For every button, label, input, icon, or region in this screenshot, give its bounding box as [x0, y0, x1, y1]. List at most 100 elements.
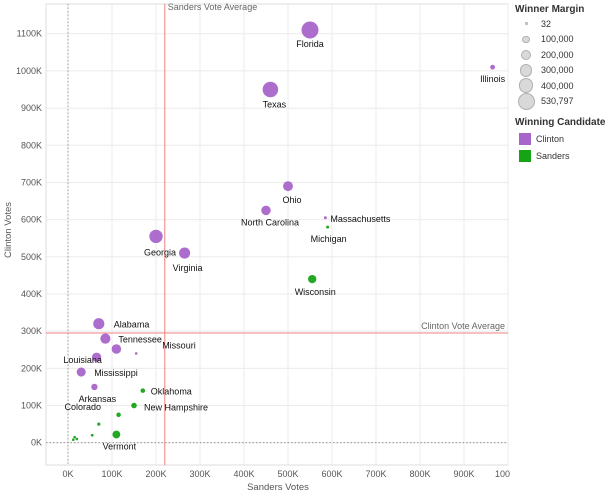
- point-alabama[interactable]: [93, 318, 105, 330]
- y-tick-label: 600K: [21, 215, 42, 225]
- size-legend-title: Winner Margin: [515, 4, 585, 15]
- point-florida[interactable]: [301, 21, 319, 39]
- y-tick-label: 1000K: [16, 66, 42, 76]
- point-texas[interactable]: [262, 81, 279, 98]
- point-label-mississippi: Mississippi: [94, 368, 138, 378]
- point-mississippi[interactable]: [76, 367, 86, 377]
- y-tick-label: 300K: [21, 326, 42, 336]
- color-legend-swatch: [519, 132, 531, 145]
- size-legend-circle: [519, 63, 533, 77]
- size-legend-item: 32: [515, 16, 610, 32]
- y-axis-title: Clinton Votes: [3, 202, 14, 258]
- x-axis-ticks: 0K 100K 200K 300K 400K 500K 600K 700K 800K 900K 10…: [62, 469, 510, 479]
- point-kansas[interactable]: [90, 433, 94, 437]
- size-legend-label: 32: [541, 18, 552, 29]
- reference-lines: Sanders Vote Average Clinton Vote Average: [46, 2, 508, 465]
- size-legend-item: 100,000: [515, 32, 610, 48]
- x-tick-label: 600K: [321, 469, 342, 479]
- point-label-vermont: Vermont: [103, 442, 137, 452]
- point-label-new-hampshire: New Hampshire: [144, 403, 208, 413]
- x-tick-label: 500K: [277, 469, 298, 479]
- color-legend-title: Winning Candidate: [515, 117, 606, 128]
- y-tick-label: 900K: [21, 103, 42, 113]
- point-tennessee[interactable]: [100, 333, 111, 344]
- point-label-georgia: Georgia: [144, 247, 176, 257]
- point-vermont[interactable]: [112, 430, 121, 439]
- point-arkansas[interactable]: [91, 383, 98, 391]
- color-legend: Clinton Sanders: [515, 130, 610, 164]
- size-legend-circle: [518, 78, 534, 94]
- point-idaho[interactable]: [71, 438, 75, 442]
- gridlines: [45, 3, 509, 466]
- y-tick-label: 200K: [21, 363, 42, 373]
- size-legend-item: 200,000: [515, 47, 610, 63]
- scatter-chart: Sanders Vote Average Clinton Vote Average…: [3, 2, 510, 493]
- x-tick-label: 0K: [62, 469, 73, 479]
- x-tick-label: 700K: [365, 469, 386, 479]
- point-ohio[interactable]: [283, 181, 293, 192]
- point-utah[interactable]: [75, 437, 79, 441]
- point-minnesota[interactable]: [116, 412, 121, 418]
- y-tick-label: 800K: [21, 140, 42, 150]
- x-axis-title: Sanders Votes: [247, 482, 309, 493]
- x-tick-label: 1000K: [495, 469, 510, 479]
- x-tick-label: 400K: [233, 469, 254, 479]
- point-michigan[interactable]: [326, 225, 330, 229]
- point-label-north-carolina: North Carolina: [241, 217, 299, 227]
- x-tick-label: 200K: [145, 469, 166, 479]
- point-label-texas: Texas: [263, 100, 287, 110]
- size-legend: 32 100,000 200,000 300,000 400,000 530,797: [515, 16, 610, 110]
- size-legend-item: 400,000: [515, 78, 610, 94]
- x-tick-label: 800K: [409, 469, 430, 479]
- size-legend-item: 300,000: [515, 63, 610, 79]
- size-legend-circle: [524, 22, 528, 26]
- size-legend-circle: [517, 92, 535, 110]
- y-tick-label: 100K: [21, 401, 42, 411]
- size-legend-label: 100,000: [541, 34, 574, 45]
- size-legend-label: 300,000: [541, 65, 574, 76]
- point-label-tennessee: Tennessee: [118, 335, 162, 345]
- point-virginia[interactable]: [179, 247, 191, 259]
- point-wisconsin[interactable]: [308, 274, 317, 284]
- size-legend-item: 530,797: [515, 92, 610, 110]
- point-label-oklahoma: Oklahoma: [151, 387, 192, 397]
- point-colorado[interactable]: [97, 422, 101, 426]
- legend: Winner Margin 32 100,000 200,000 300,000 400…: [515, 0, 610, 164]
- point-georgia[interactable]: [149, 229, 163, 244]
- sanders-average-label: Sanders Vote Average: [168, 2, 257, 12]
- point-label-illinois: Illinois: [480, 74, 506, 84]
- point-new-hampshire[interactable]: [131, 402, 137, 409]
- point-label-florida: Florida: [296, 39, 324, 49]
- y-axis-ticks: 0K 100K 200K 300K 400K 500K 600K 700K 800K 900K 10…: [16, 29, 42, 448]
- y-tick-label: 400K: [21, 289, 42, 299]
- color-legend-item-sanders[interactable]: Sanders: [515, 147, 610, 164]
- y-tick-label: 500K: [21, 252, 42, 262]
- point-missouri[interactable]: [134, 352, 138, 355]
- point-north-carolina[interactable]: [261, 205, 271, 216]
- x-tick-label: 900K: [453, 469, 474, 479]
- size-legend-label: 530,797: [541, 96, 574, 107]
- size-legend-label: 400,000: [541, 80, 574, 91]
- size-legend-label: 200,000: [541, 49, 574, 60]
- y-tick-label: 0K: [31, 438, 42, 448]
- size-legend-circle: [520, 49, 532, 60]
- point-label-louisiana: Louisiana: [63, 355, 102, 365]
- point-label-arkansas: Arkansas: [79, 394, 117, 404]
- point-oklahoma[interactable]: [140, 388, 146, 393]
- point-maine[interactable]: [73, 435, 76, 439]
- color-legend-label: Sanders: [536, 150, 570, 161]
- point-label-virginia: Virginia: [173, 263, 203, 273]
- data-points: [71, 21, 496, 442]
- point-labels: Florida Illinois Texas Ohio North Carolina Ma…: [63, 39, 505, 451]
- point-label-wisconsin: Wisconsin: [295, 287, 336, 297]
- y-tick-label: 1100K: [17, 29, 42, 39]
- y-tick-label: 700K: [21, 177, 42, 187]
- point-south-carolina[interactable]: [111, 344, 122, 354]
- point-label-missouri: Missouri: [162, 340, 196, 350]
- color-legend-swatch: [519, 149, 531, 162]
- point-louisiana[interactable]: [91, 352, 102, 362]
- color-legend-item-clinton[interactable]: Clinton: [515, 130, 610, 147]
- point-label-michigan: Michigan: [311, 234, 347, 244]
- point-illinois[interactable]: [490, 64, 496, 70]
- point-massachusetts[interactable]: [323, 216, 327, 220]
